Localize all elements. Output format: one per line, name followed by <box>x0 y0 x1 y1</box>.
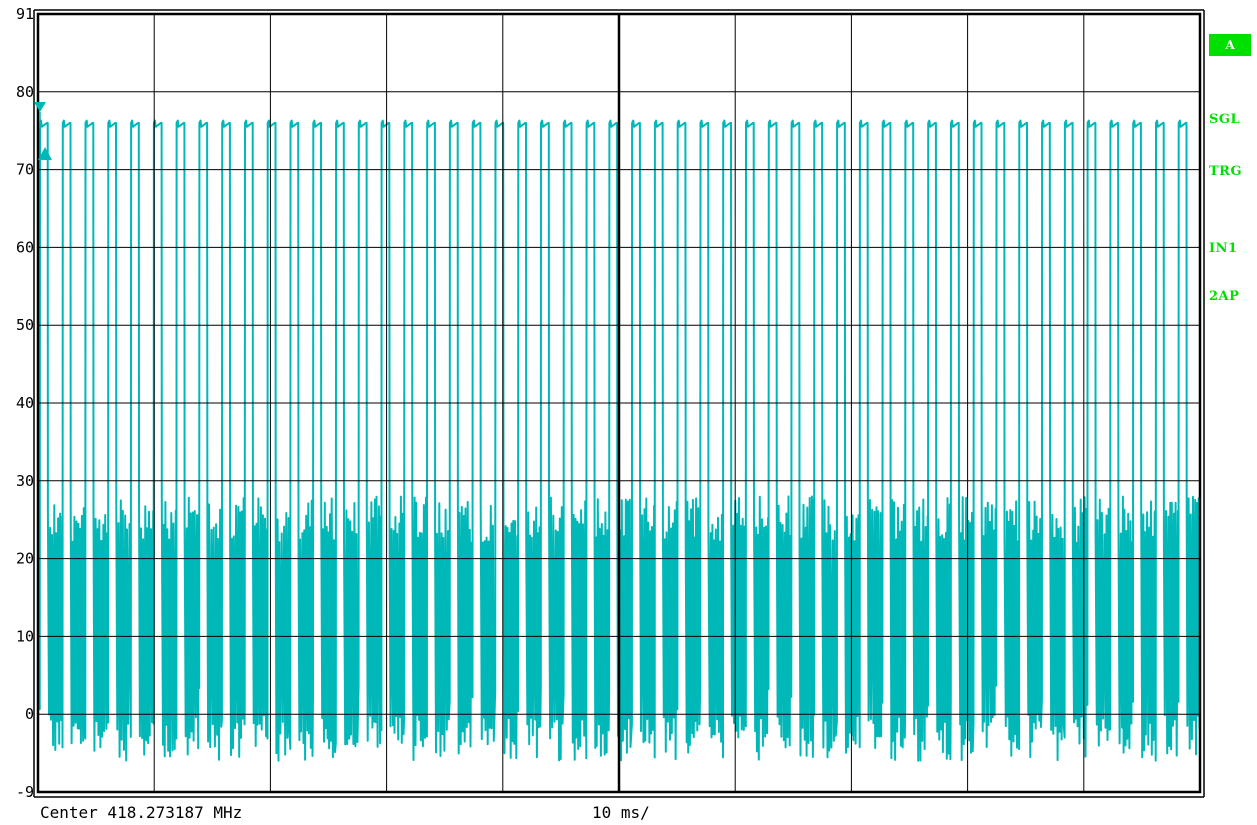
sgl-label: SGL <box>1209 112 1241 127</box>
y-tick-label: 60 <box>16 238 34 256</box>
reference-level-marker <box>38 147 52 160</box>
in1-label: IN1 <box>1209 241 1238 256</box>
sweep-time-label: 10 ms/ <box>592 803 650 822</box>
y-tick-label: 70 <box>16 161 34 179</box>
trace-layer <box>38 119 1201 762</box>
grid-layer <box>33 9 1205 798</box>
y-tick-label: 30 <box>16 472 34 490</box>
center-frequency-label: Center 418.273187 MHz <box>40 803 243 822</box>
trigger-level-marker <box>34 102 46 112</box>
trg-label: TRG <box>1209 164 1243 179</box>
y-tick-label: -9 <box>16 783 34 801</box>
y-tick-label: 0 <box>25 705 34 723</box>
y-tick-label: 80 <box>16 83 34 101</box>
2ap-label: 2AP <box>1209 289 1240 304</box>
y-tick-labels: 91 80 70 60 50 40 30 20 10 0 -9 <box>16 5 34 801</box>
y-tick-label: 40 <box>16 394 34 412</box>
y-tick-label: 50 <box>16 316 34 334</box>
y-tick-label: 91 <box>16 5 34 23</box>
trace-a-badge: A <box>1209 34 1251 56</box>
trigger-markers <box>34 102 52 160</box>
y-tick-label: 20 <box>16 550 34 568</box>
y-tick-label: 10 <box>16 627 34 645</box>
trace-a-line <box>38 119 1201 762</box>
